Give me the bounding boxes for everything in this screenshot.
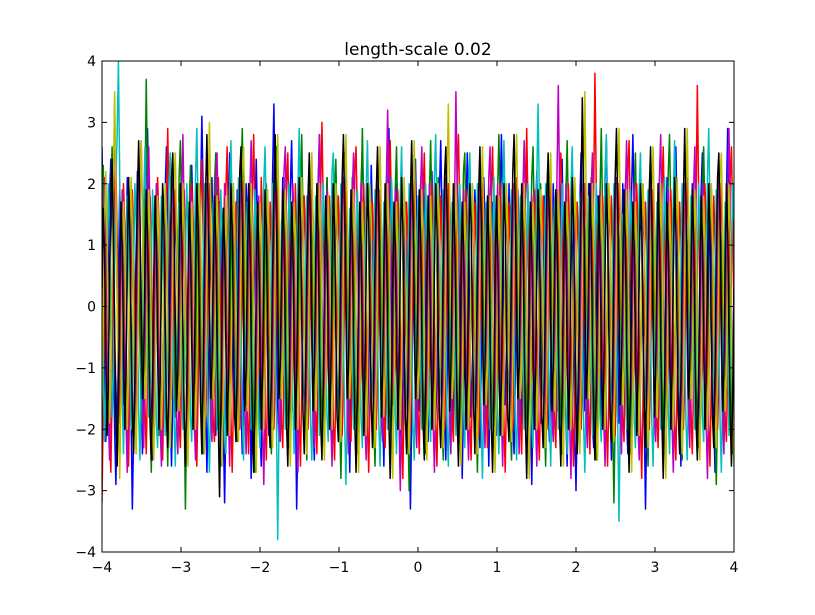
- x-tick-label: −2: [250, 560, 271, 576]
- x-tick-label: 0: [414, 560, 423, 576]
- x-tick-label: −1: [329, 560, 350, 576]
- x-tick-label: 2: [572, 560, 581, 576]
- y-tick-label: 2: [87, 177, 96, 193]
- y-tick-label: 1: [87, 238, 96, 254]
- y-tick-label: 4: [87, 54, 96, 70]
- y-tick-label: −4: [75, 545, 96, 561]
- y-tick-label: −1: [75, 361, 96, 377]
- series-layer: [102, 61, 734, 541]
- tick-layer: −4 −3 −2 −1 0 1 2 3 4 −4 −3 −2 −1 0 1 2 3 4: [75, 54, 738, 576]
- x-tick-label: −4: [92, 560, 113, 576]
- y-tick-label: 3: [87, 115, 96, 131]
- x-tick-label: 4: [730, 560, 739, 576]
- series-line-7: [102, 97, 734, 498]
- series-line-6: [102, 90, 734, 480]
- y-tick-label: −3: [75, 484, 96, 500]
- x-tick-label: 1: [493, 560, 502, 576]
- x-tick-label: −3: [171, 560, 192, 576]
- y-tick-label: −2: [75, 422, 96, 438]
- y-tick-label: 0: [87, 300, 96, 316]
- chart-title: length-scale 0.02: [344, 40, 491, 60]
- x-tick-label: 3: [651, 560, 660, 576]
